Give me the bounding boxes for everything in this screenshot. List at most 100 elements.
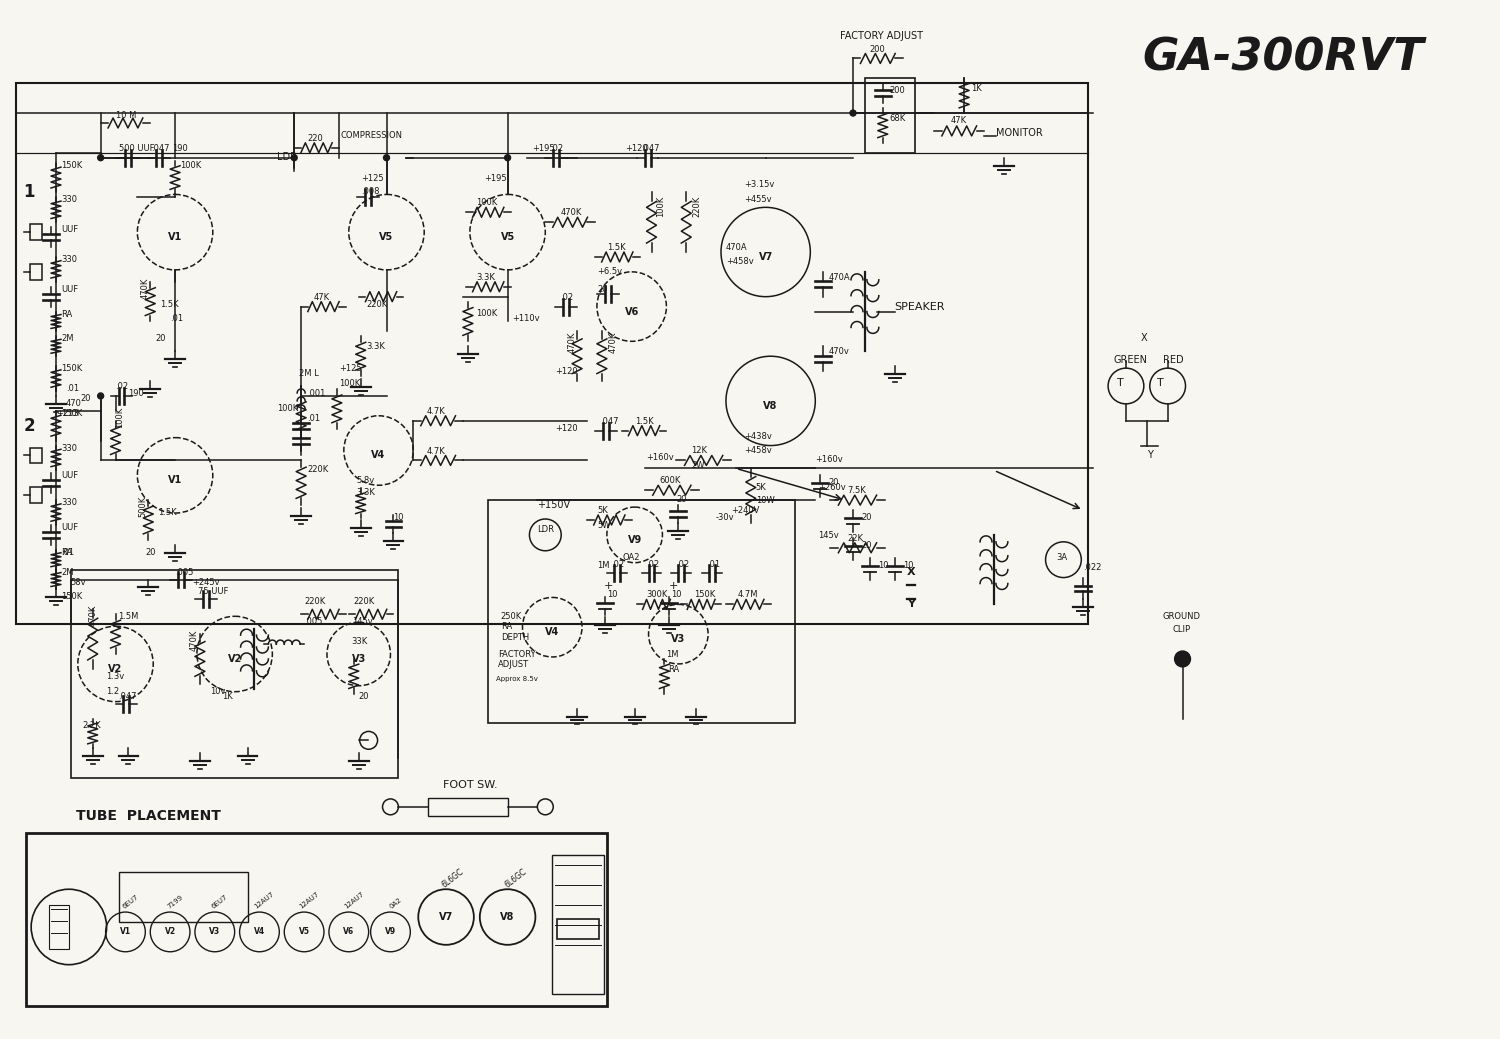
Text: 10: 10	[608, 590, 618, 600]
Text: 600K: 600K	[660, 476, 681, 485]
Text: T: T	[1116, 378, 1124, 388]
Text: RA: RA	[62, 310, 72, 319]
Text: 4.7K: 4.7K	[426, 407, 445, 416]
Text: +195: +195	[484, 174, 507, 183]
Text: 100K: 100K	[116, 406, 124, 428]
Text: 33K: 33K	[352, 637, 368, 646]
Text: -30v: -30v	[716, 513, 735, 522]
Bar	[865, 78, 915, 153]
Text: 190: 190	[172, 143, 188, 153]
Text: FACTORY: FACTORY	[498, 650, 536, 659]
Text: 145v: 145v	[819, 531, 839, 540]
Text: 1.5K: 1.5K	[158, 508, 177, 517]
Circle shape	[1174, 651, 1191, 667]
Text: RA: RA	[501, 622, 512, 631]
Text: 20: 20	[861, 513, 871, 522]
Bar	[70, 569, 399, 778]
Text: +120: +120	[555, 367, 578, 376]
Text: 470K: 470K	[141, 277, 150, 298]
Bar	[488, 500, 795, 723]
Text: 100K: 100K	[476, 198, 496, 208]
Text: 220K: 220K	[366, 299, 388, 309]
Text: 10: 10	[672, 590, 682, 600]
Text: V9: V9	[627, 535, 642, 544]
Text: +125: +125	[360, 174, 384, 183]
Text: .022: .022	[1083, 563, 1101, 571]
Text: 470K: 470K	[88, 605, 98, 627]
Text: 150K: 150K	[62, 364, 82, 373]
Text: TUBE  PLACEMENT: TUBE PLACEMENT	[76, 808, 220, 823]
Text: +160v: +160v	[646, 453, 675, 462]
Text: 4.7K: 4.7K	[426, 448, 445, 456]
Text: 20: 20	[828, 478, 839, 487]
Text: V6: V6	[624, 307, 639, 317]
Bar	[16, 83, 1088, 624]
Text: 500K: 500K	[138, 496, 147, 517]
Text: OA2: OA2	[622, 553, 640, 562]
Text: 6L6GC: 6L6GC	[441, 867, 465, 889]
Text: 2M: 2M	[62, 335, 74, 343]
Text: 3.3K: 3.3K	[476, 273, 495, 282]
Text: 10: 10	[393, 513, 404, 522]
Text: X: X	[1142, 334, 1148, 343]
Text: 58v: 58v	[70, 578, 87, 586]
Text: 1.2: 1.2	[105, 687, 118, 696]
Text: Y: Y	[1148, 451, 1152, 460]
Text: 1.5K: 1.5K	[608, 243, 625, 252]
Text: 2M: 2M	[62, 567, 74, 577]
Text: 1.5M: 1.5M	[118, 612, 140, 621]
Text: +195: +195	[532, 143, 555, 153]
Text: 12AU7: 12AU7	[254, 891, 276, 910]
Text: 330: 330	[62, 195, 76, 205]
Text: +458v: +458v	[744, 446, 771, 454]
Text: 3.3K: 3.3K	[366, 342, 386, 351]
Text: 6L6GC: 6L6GC	[503, 867, 528, 889]
Text: 250K: 250K	[501, 612, 522, 621]
Text: +3.15v: +3.15v	[744, 181, 774, 189]
Text: Y: Y	[906, 600, 915, 609]
Text: GA-300RVT: GA-300RVT	[1143, 37, 1425, 80]
Text: 20: 20	[154, 335, 165, 343]
Text: 2W: 2W	[692, 461, 705, 471]
Bar	[552, 855, 604, 994]
Text: V8: V8	[501, 912, 515, 922]
Bar	[30, 487, 42, 503]
Text: UUF: UUF	[62, 285, 78, 294]
Text: V4: V4	[372, 451, 386, 460]
Text: 200: 200	[870, 45, 885, 53]
Text: 47K: 47K	[951, 116, 966, 125]
Text: V9: V9	[386, 928, 396, 936]
Text: 150K: 150K	[62, 592, 82, 602]
Text: SPEAKER: SPEAKER	[894, 301, 945, 312]
Text: 1M: 1M	[666, 650, 680, 659]
Circle shape	[504, 155, 510, 161]
Text: .047: .047	[152, 143, 170, 153]
Text: +150V: +150V	[537, 500, 570, 510]
Text: 150K: 150K	[62, 408, 82, 418]
Text: V2: V2	[165, 928, 176, 936]
Text: 470K: 470K	[609, 331, 618, 353]
Text: V4: V4	[254, 928, 266, 936]
Text: +213: +213	[56, 408, 78, 418]
Bar	[50, 905, 69, 949]
Text: RED: RED	[1162, 355, 1184, 365]
Text: 470K: 470K	[560, 208, 582, 217]
Text: V5: V5	[298, 928, 309, 936]
Text: +260v: +260v	[819, 483, 846, 492]
Text: +: +	[669, 582, 678, 591]
Text: V1: V1	[168, 475, 182, 485]
Text: 470A: 470A	[726, 243, 747, 252]
Text: .047: .047	[118, 692, 136, 700]
Text: 470K: 470K	[567, 331, 576, 353]
Text: MONITOR: MONITOR	[996, 128, 1042, 138]
Text: V7: V7	[440, 912, 453, 922]
Text: 220K: 220K	[308, 465, 328, 475]
Text: 7199: 7199	[166, 895, 184, 910]
Text: COMPRESSION: COMPRESSION	[340, 131, 404, 140]
Bar	[427, 798, 507, 816]
Text: 6EU7: 6EU7	[210, 894, 230, 910]
Text: 20: 20	[861, 540, 871, 550]
Text: 12AU7: 12AU7	[342, 891, 364, 910]
Text: 220K: 220K	[354, 597, 375, 607]
Circle shape	[98, 155, 104, 161]
